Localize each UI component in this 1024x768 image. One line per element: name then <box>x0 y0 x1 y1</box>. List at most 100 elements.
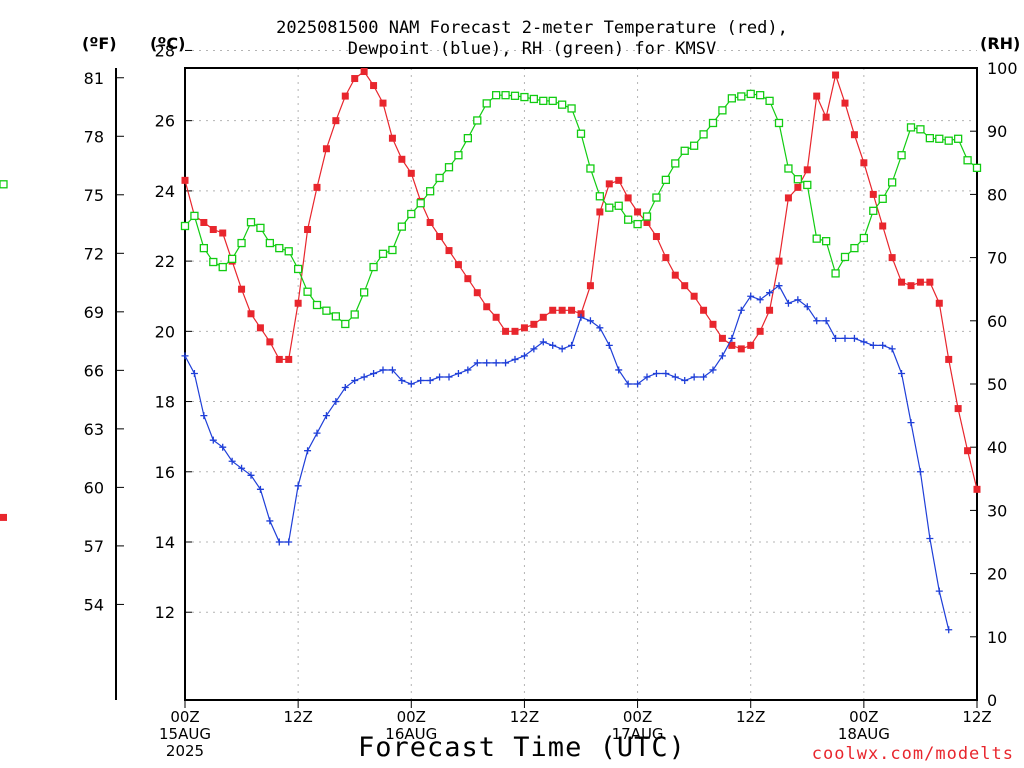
temperature-point <box>775 257 783 265</box>
rh-tick-label: 0 <box>987 691 997 710</box>
temperature-point <box>690 292 698 300</box>
rh-point <box>897 151 906 160</box>
temperature-point <box>379 99 387 107</box>
celsius-unit-label: (ºC) <box>150 34 186 53</box>
temperature-point <box>549 306 557 314</box>
rh-point <box>671 159 680 168</box>
rh-point <box>209 257 218 267</box>
temperature-point <box>256 324 264 332</box>
temperature-point <box>888 254 896 262</box>
rh-point <box>576 129 586 138</box>
temperature-point <box>813 92 821 100</box>
temperature-point <box>794 183 802 191</box>
rh-point <box>369 262 378 272</box>
x-tick-label: 00Z <box>397 708 426 726</box>
temperature-point <box>294 299 302 307</box>
dewpoint-point <box>398 376 406 384</box>
rh-point <box>227 254 237 264</box>
rh-point <box>218 262 227 272</box>
dewpoint-point <box>615 366 623 374</box>
dewpoint-point <box>209 436 217 444</box>
credit-text: coolwx.com/modelts <box>811 744 1014 764</box>
dewpoint-point <box>869 341 877 349</box>
x-tick-label: 12Z <box>962 708 991 726</box>
rh-point <box>718 106 727 115</box>
temperature-point <box>322 145 330 153</box>
f-tick-label: 72 <box>84 244 104 263</box>
dewpoint-point <box>417 376 425 384</box>
rh-point <box>614 201 623 210</box>
temperature-point <box>916 278 924 286</box>
rh-point <box>256 223 265 233</box>
rh-point <box>793 175 803 184</box>
dewpoint-point <box>511 355 519 363</box>
rh-point <box>407 209 416 219</box>
grid-lines <box>185 49 977 700</box>
rh-point <box>463 134 473 143</box>
temperature-point <box>973 485 981 493</box>
dewpoint-point <box>294 482 302 490</box>
rh-point <box>925 134 935 143</box>
dewpoint-point <box>304 447 312 455</box>
dewpoint-point <box>850 334 858 342</box>
temperature-point <box>247 310 255 318</box>
dewpoint-point <box>935 587 943 595</box>
dewpoint-point <box>407 380 415 388</box>
rh-point <box>359 288 369 297</box>
rh-tick-label: 50 <box>987 375 1007 394</box>
rh-point <box>322 306 331 315</box>
rh-point <box>812 234 821 243</box>
dewpoint-point <box>247 471 255 479</box>
rh-point <box>548 96 557 106</box>
dewpoint-point <box>256 485 264 493</box>
dewpoint-point <box>652 369 660 377</box>
temperature-point <box>652 233 660 241</box>
dewpoint-point <box>568 341 576 349</box>
temperature-point <box>737 345 745 353</box>
f-tick-label: 78 <box>84 127 104 146</box>
temperature-point <box>530 320 538 328</box>
dewpoint-point <box>916 468 924 476</box>
temperature-point <box>266 338 274 346</box>
dewpoint-point <box>341 384 349 392</box>
temperature-point <box>756 327 764 335</box>
f-tick-label: 75 <box>84 186 104 205</box>
temperature-point <box>238 285 246 293</box>
temperature-point <box>586 282 594 290</box>
rh-point <box>850 243 859 253</box>
temperature-point <box>879 222 887 230</box>
temperature-point <box>747 341 755 349</box>
dewpoint-point <box>549 341 557 349</box>
temperature-point <box>200 218 208 226</box>
dewpoint-point <box>200 412 208 420</box>
temperature-point <box>926 278 934 286</box>
rh-point <box>680 146 689 155</box>
dewpoint-point <box>492 359 500 367</box>
dewpoint-point <box>860 338 868 346</box>
rh-point <box>454 151 463 160</box>
x-tick-label: 00Z <box>170 708 199 726</box>
dewpoint-point <box>530 345 538 353</box>
temperature-point <box>568 306 576 314</box>
rh-point <box>388 245 397 255</box>
temperature-point <box>539 313 547 321</box>
rh-point <box>869 206 878 215</box>
temperature-point <box>954 405 962 413</box>
f-tick-label: 57 <box>84 537 104 556</box>
x-axis-title: Forecast Time (UTC) <box>358 732 686 763</box>
rh-point <box>595 192 605 201</box>
dewpoint-point <box>784 299 792 307</box>
rh-point <box>652 193 661 202</box>
dewpoint-point <box>822 317 830 325</box>
rh-point <box>916 125 925 134</box>
c-tick-label: 20 <box>155 322 175 341</box>
rh-point <box>935 134 944 143</box>
chart-title-line-2: Dewpoint (blue), RH (green) for KMSV <box>347 39 717 59</box>
dewpoint-point <box>898 369 906 377</box>
rh-point <box>482 99 491 108</box>
dewpoint-point <box>558 345 566 353</box>
temperature-point <box>671 271 679 279</box>
temperature-point <box>728 341 736 349</box>
rh-unit-label: (RH) <box>980 34 1021 53</box>
